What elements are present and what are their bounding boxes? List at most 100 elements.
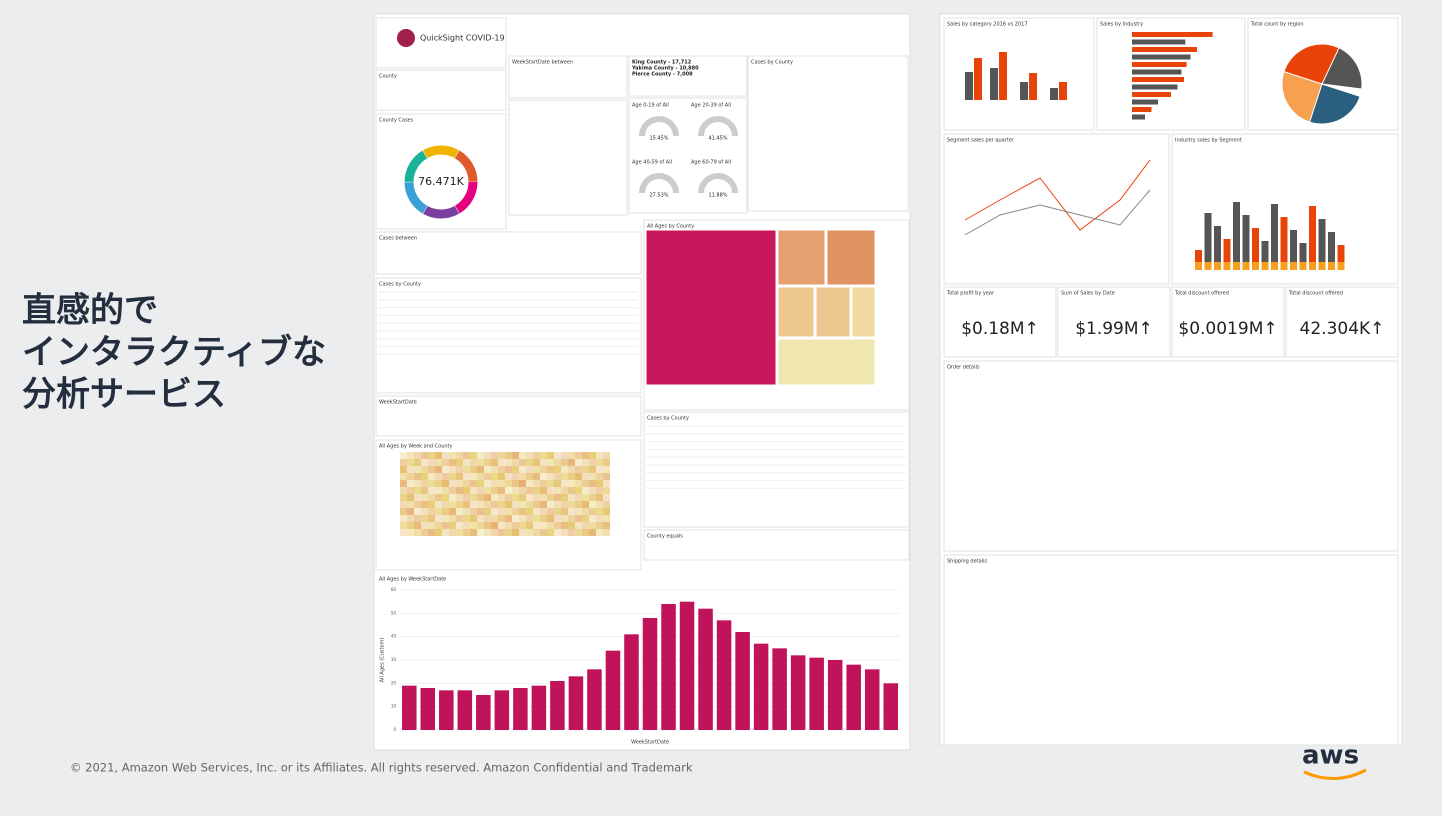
brand-icon (397, 29, 415, 47)
county-line: Yakima County - 10,880 (631, 66, 699, 72)
heat-cell (582, 452, 589, 459)
heat-cell (519, 487, 526, 494)
heat-cell (568, 459, 575, 466)
donut-segment (404, 145, 478, 219)
heat-cell (498, 515, 505, 522)
panel (1285, 286, 1399, 358)
heat-cell (533, 480, 540, 487)
heat-cell (603, 459, 610, 466)
heat-cell (568, 515, 575, 522)
heat-cell (456, 522, 463, 529)
heat-cell (491, 515, 498, 522)
gauge-value: 15.45% (649, 136, 668, 142)
heat-cell (400, 452, 407, 459)
heat-cell (561, 494, 568, 501)
heat-cell (428, 480, 435, 487)
heat-cell (519, 480, 526, 487)
bar (513, 688, 528, 730)
heat-cell (400, 515, 407, 522)
heat-cell (568, 501, 575, 508)
heat-cell (463, 529, 470, 536)
aws-smile (1303, 768, 1367, 781)
bar (1020, 82, 1028, 100)
gauge-value: 27.53% (649, 193, 668, 199)
heat-cell (463, 466, 470, 473)
heat-cell (449, 501, 456, 508)
heat-cell (512, 515, 519, 522)
panel-title: Cases by County (647, 416, 689, 422)
heat-cell (505, 452, 512, 459)
heat-cell (533, 494, 540, 501)
heat-cell (505, 515, 512, 522)
treemap-cell (826, 229, 876, 286)
panel-title: Total profit by year (946, 291, 995, 297)
heat-cell (442, 487, 449, 494)
bar (1132, 69, 1182, 75)
panel (643, 411, 910, 528)
kpi-value: $1.99M↑ (1075, 319, 1153, 339)
heat-cell (470, 522, 477, 529)
heat-cell (512, 501, 519, 508)
heat-cell (547, 522, 554, 529)
heat-cell (596, 529, 603, 536)
heat-cell (540, 459, 547, 466)
heat-cell (421, 473, 428, 480)
heat-cell (547, 487, 554, 494)
heat-cell (568, 508, 575, 515)
heat-cell (505, 473, 512, 480)
bar (1337, 245, 1345, 270)
panel-title: Industry sales by Segment (1175, 138, 1242, 144)
heat-cell (568, 480, 575, 487)
heat-cell (589, 466, 596, 473)
heat-cell (547, 494, 554, 501)
y-tick-label: 30 (391, 657, 397, 662)
heat-cell (477, 452, 484, 459)
heat-cell (407, 487, 414, 494)
heat-cell (414, 473, 421, 480)
bar (457, 690, 473, 730)
heat-cell (519, 508, 526, 515)
bar (1271, 204, 1278, 270)
bar (846, 664, 861, 730)
bar (679, 601, 695, 730)
heat-cell (414, 508, 421, 515)
heat-cell (547, 508, 554, 515)
bar (864, 669, 880, 730)
heat-cell (547, 515, 554, 522)
heat-cell (463, 473, 470, 480)
heat-cell (456, 515, 463, 522)
heat-cell (526, 494, 533, 501)
heat-cell (435, 522, 442, 529)
heat-cell (484, 480, 491, 487)
heat-cell (477, 508, 484, 515)
heat-cell (421, 501, 428, 508)
bar (1132, 54, 1191, 60)
headline: インタラクティブな (22, 333, 326, 373)
heat-cell (414, 494, 421, 501)
bar (1233, 202, 1240, 270)
bar (1318, 219, 1326, 270)
heat-cell (554, 529, 561, 536)
heat-cell (575, 480, 582, 487)
heat-cell (414, 522, 421, 529)
heat-cell (407, 494, 414, 501)
heat-cell (407, 508, 414, 515)
heat-cell (400, 459, 407, 466)
bar (642, 618, 658, 730)
heat-cell (547, 529, 554, 536)
panel-title: Total discount offered (1288, 291, 1343, 297)
heat-cell (456, 466, 463, 473)
bar (1337, 262, 1345, 270)
heat-cell (554, 494, 561, 501)
heat-cell (554, 508, 561, 515)
panel-title: WeekStartDate between (512, 60, 573, 66)
y-tick-label: 0 (393, 727, 396, 732)
heat-cell (589, 452, 596, 459)
heat-cell (533, 508, 540, 515)
heat-cell (561, 487, 568, 494)
panel-title: Segment sales per quarter (947, 138, 1015, 144)
heat-cell (407, 459, 414, 466)
heat-cell (449, 459, 456, 466)
heat-cell (582, 522, 589, 529)
heat-cell (456, 529, 463, 536)
